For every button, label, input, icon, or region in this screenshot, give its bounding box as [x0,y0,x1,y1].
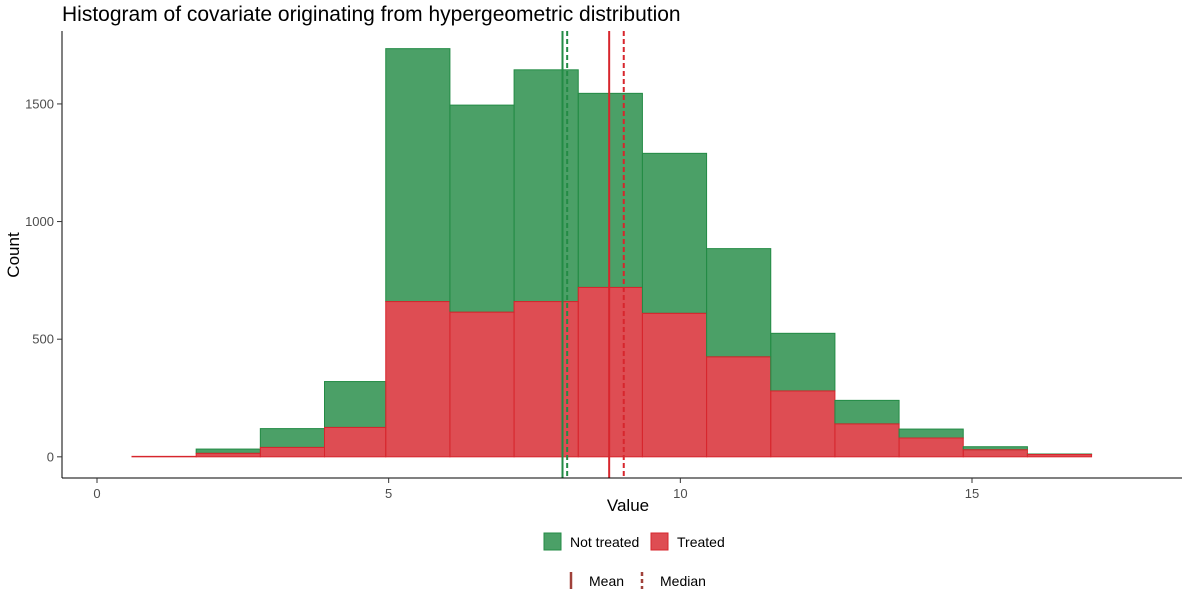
bar-treated [1026,453,1093,458]
x-tick-label: 10 [673,486,687,501]
x-axis-title: Value [607,496,649,515]
bar-not-treated [898,428,964,439]
bar-treated [834,423,900,458]
bar-treated [641,312,708,458]
bar-treated [324,426,387,458]
x-tick-label: 0 [93,486,100,501]
bar-not-treated [706,248,772,358]
legend-lines: Mean Median [569,572,706,589]
bar-treated [513,301,579,458]
bar-treated [259,446,326,458]
bar-treated [962,449,1028,458]
bar-treated [449,311,515,458]
y-tick-label: 0 [47,449,54,464]
chart-title: Histogram of covariate originating from … [62,3,681,26]
bar-not-treated [449,104,515,313]
bar-treated [770,390,836,458]
bar-not-treated [641,152,708,314]
y-tick-label: 500 [32,332,54,347]
x-tick-label: 5 [385,486,392,501]
bar-treated [385,301,451,458]
bars-layer [131,48,1093,458]
y-tick-label: 1000 [25,214,54,229]
legend-fill: Not treated Treated [543,532,725,551]
legend-label: Median [660,573,706,589]
bar-not-treated [385,48,451,303]
legend-label: Mean [589,573,624,589]
legend-swatch [543,532,562,551]
legend-label: Not treated [570,534,639,550]
axes-layer: 0 5 10 15 0 500 1000 1500 [25,31,1182,501]
bar-not-treated [770,332,836,392]
x-tick-label: 15 [965,486,979,501]
bar-not-treated [324,381,387,428]
legend-swatch [650,532,669,551]
bar-treated [577,286,643,458]
legend-label: Treated [677,534,725,550]
bar-treated [898,437,964,458]
bar-treated [195,452,261,458]
bar-treated [706,356,772,458]
bar-not-treated [577,92,643,288]
bar-not-treated [834,399,900,425]
bar-not-treated [259,428,326,448]
bar-not-treated [513,69,579,303]
y-axis-title: Count [4,232,23,278]
bar-not-treated [195,448,261,454]
y-tick-label: 1500 [25,96,54,111]
reference-lines-layer [561,31,625,478]
